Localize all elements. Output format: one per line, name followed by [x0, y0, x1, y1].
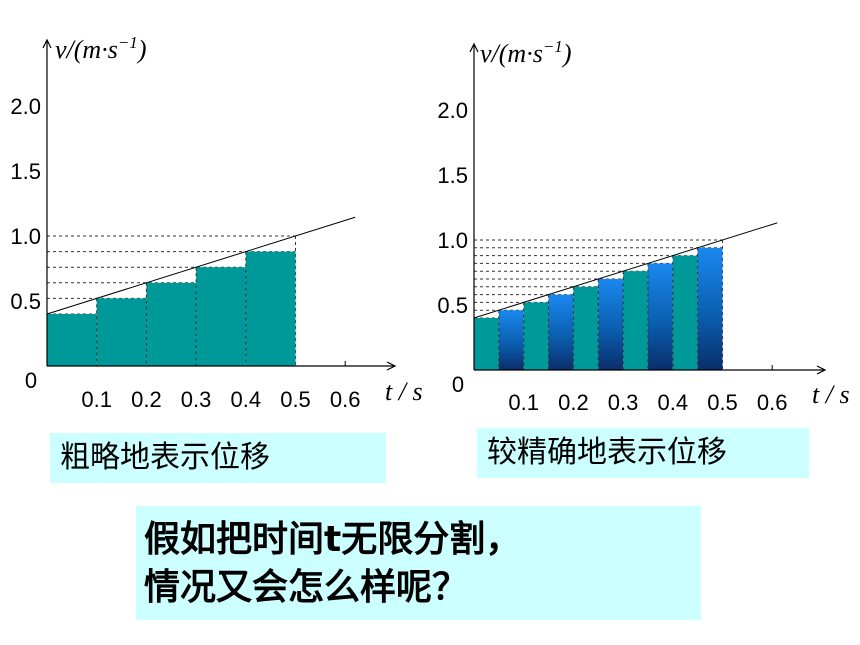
y-tick-label: 1.5: [10, 159, 41, 184]
x-tick-label: 0.5: [707, 390, 738, 415]
x-tick-label: 0.3: [608, 390, 639, 415]
velocity-line: [46, 216, 356, 315]
x-tick-label: 0.1: [81, 387, 112, 412]
bar-0: [47, 314, 97, 366]
y-axis-label: v/(m·s−1): [480, 37, 571, 68]
bar-7: [647, 263, 673, 370]
bar-4: [245, 251, 296, 366]
x-tick-label: 0.1: [508, 390, 539, 415]
y-tick-label: 1.0: [10, 224, 41, 249]
x-axis-label: t / s: [385, 377, 423, 406]
bar-1: [498, 310, 524, 370]
caption-rough: 粗略地表示位移: [50, 433, 386, 483]
x-tick-label: 0.6: [330, 387, 361, 412]
x-tick-label: 0.4: [658, 390, 689, 415]
y-tick-label: 0.5: [437, 293, 468, 318]
bar-2: [146, 282, 197, 366]
y-tick-label: 2.0: [437, 98, 468, 123]
bar-1: [96, 298, 147, 366]
bar-3: [548, 294, 574, 370]
y-tick-label: 2.0: [10, 94, 41, 119]
y-axis-arrow: [469, 42, 479, 53]
question-line-2: 情况又会怎么样呢？: [144, 567, 469, 608]
caption-precise: 较精确地表示位移: [477, 428, 809, 478]
velocity-line: [473, 222, 778, 319]
x-tick-label: 0.6: [757, 390, 788, 415]
bar-2: [523, 302, 549, 370]
y-axis-arrow: [42, 38, 52, 49]
origin-label: 0: [452, 372, 464, 397]
question-line-1: 假如把时间t无限分割，: [144, 519, 522, 560]
bar-3: [196, 267, 246, 366]
origin-label: 0: [25, 368, 37, 393]
x-tick-label: 0.3: [181, 387, 212, 412]
bar-5: [598, 279, 624, 370]
bar-8: [672, 255, 698, 370]
y-axis-label: v/(m·s−1): [55, 33, 146, 64]
bar-4: [573, 286, 599, 370]
chart-rough: 0.5 1.0 1.5 2.0 0.1 0.2 0.3 0.4 0.5 0.6 0 v/(m·s−1)…: [10, 33, 422, 412]
y-tick-label: 0.5: [10, 289, 41, 314]
bar-9: [697, 247, 723, 370]
bar-6: [623, 271, 648, 370]
x-axis-label: t / s: [812, 380, 850, 409]
x-tick-label: 0.2: [131, 387, 162, 412]
x-axis-arrow: [386, 361, 397, 371]
chart-precise: 0.5 1.0 1.5 2.0 0.1 0.2 0.3 0.4 0.5 0.6 0 v/(m·s−1)…: [437, 37, 849, 415]
x-tick-label: 0.4: [231, 387, 262, 412]
x-axis-arrow: [816, 365, 827, 375]
y-tick-label: 1.5: [437, 163, 468, 188]
bar-0: [474, 318, 499, 370]
x-tick-label: 0.2: [558, 390, 589, 415]
y-tick-label: 1.0: [437, 228, 468, 253]
question-box: 假如把时间t无限分割， 情况又会怎么样呢？: [136, 506, 701, 620]
x-tick-label: 0.5: [280, 387, 311, 412]
